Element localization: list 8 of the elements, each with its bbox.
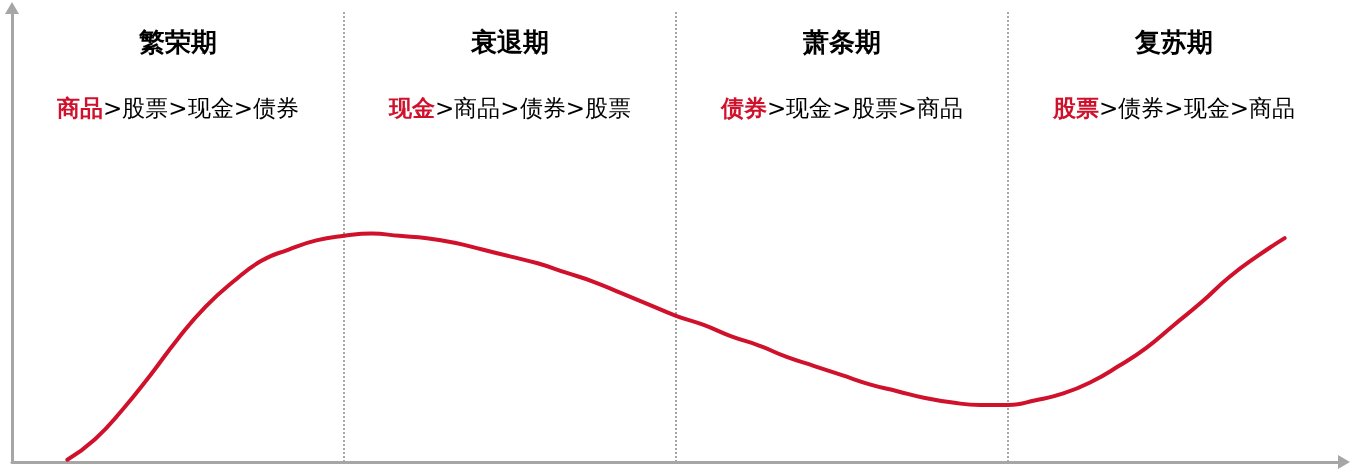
text: 现金>商品>债券>股票 [388, 95, 631, 121]
text: 萧条期 [802, 27, 881, 57]
text: 债券>现金>股票>商品 [720, 95, 963, 121]
text: 股票>债券>现金>商品 [1052, 95, 1295, 121]
text: 繁荣期 [138, 27, 217, 57]
text: 复苏期 [1134, 27, 1213, 57]
text: 商品>股票>现金>债券 [56, 95, 299, 121]
text: 衰退期 [470, 27, 549, 57]
